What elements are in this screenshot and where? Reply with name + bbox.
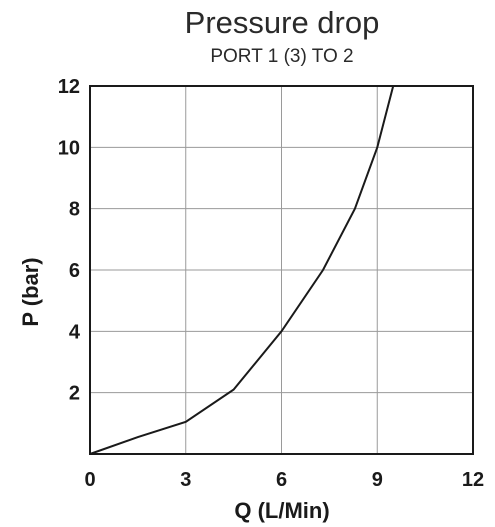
x-axis-label: Q (L/Min) — [234, 498, 329, 523]
y-tick-label: 12 — [58, 76, 80, 98]
y-tick-label: 2 — [69, 383, 80, 405]
y-tick-label: 4 — [69, 321, 81, 343]
x-tick-label: 6 — [276, 469, 287, 491]
pressure-curve — [89, 85, 395, 455]
plot-frame — [89, 85, 474, 455]
x-tick-labels: 0 3 6 9 12 — [84, 469, 484, 491]
chart-title: Pressure drop — [185, 5, 380, 40]
y-tick-labels: 2 4 6 8 10 12 — [58, 76, 81, 405]
y-tick-label: 6 — [69, 260, 80, 282]
x-tick-label: 12 — [462, 469, 484, 491]
x-tick-label: 3 — [180, 469, 191, 491]
y-tick-label: 10 — [58, 137, 80, 159]
chart-subtitle: PORT 1 (3) TO 2 — [210, 46, 353, 67]
y-tick-label: 8 — [69, 199, 80, 221]
grid-lines — [90, 86, 473, 454]
x-tick-label: 9 — [372, 469, 383, 491]
y-axis-label: P (bar) — [18, 257, 43, 326]
x-tick-label: 0 — [84, 469, 95, 491]
